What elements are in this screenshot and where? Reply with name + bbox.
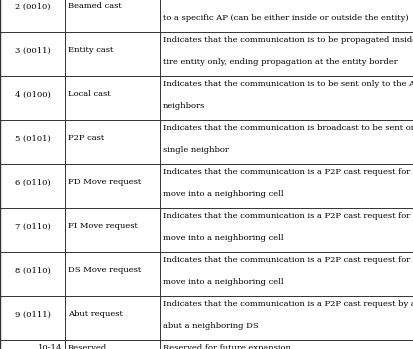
Text: Indicates that the communication is broadcast to be sent only to a: Indicates that the communication is broa… bbox=[163, 124, 413, 132]
Text: 5 (0101): 5 (0101) bbox=[14, 134, 50, 142]
Text: FD Move request: FD Move request bbox=[68, 178, 141, 186]
Text: Reserved: Reserved bbox=[68, 343, 107, 349]
Text: abut a neighboring DS: abut a neighboring DS bbox=[163, 321, 258, 329]
Text: move into a neighboring cell: move into a neighboring cell bbox=[163, 233, 283, 242]
Text: 8 (0110): 8 (0110) bbox=[14, 267, 50, 275]
Text: 4 (0100): 4 (0100) bbox=[14, 90, 50, 98]
Text: single neighbor: single neighbor bbox=[163, 146, 228, 154]
Text: Abut request: Abut request bbox=[68, 311, 123, 319]
Text: Beamed cast: Beamed cast bbox=[68, 2, 121, 10]
Text: move into a neighboring cell: move into a neighboring cell bbox=[163, 190, 283, 198]
Text: Entity cast: Entity cast bbox=[68, 46, 113, 54]
Text: Indicates that the communication is to be sent only to the AP's eight: Indicates that the communication is to b… bbox=[163, 80, 413, 88]
Text: P2P cast: P2P cast bbox=[68, 134, 104, 142]
Text: FI Move request: FI Move request bbox=[68, 223, 138, 230]
Text: Indicates that the communication is a P2P cast request by a FI to: Indicates that the communication is a P2… bbox=[163, 299, 413, 307]
Text: 6 (0110): 6 (0110) bbox=[14, 178, 50, 186]
Text: neighbors: neighbors bbox=[163, 102, 205, 110]
Text: move into a neighboring cell: move into a neighboring cell bbox=[163, 277, 283, 285]
Text: Indicates that the communication is a P2P cast request for a DS to: Indicates that the communication is a P2… bbox=[163, 255, 413, 263]
Text: 7 (0110): 7 (0110) bbox=[14, 223, 50, 230]
Text: 9 (0111): 9 (0111) bbox=[14, 311, 50, 319]
Text: Reserved for future expansion: Reserved for future expansion bbox=[163, 343, 290, 349]
Text: Indicates that the communication is a P2P cast request for a FD to: Indicates that the communication is a P2… bbox=[163, 168, 413, 176]
Text: to a specific AP (can be either inside or outside the entity): to a specific AP (can be either inside o… bbox=[163, 14, 408, 22]
Text: tire entity only, ending propagation at the entity border: tire entity only, ending propagation at … bbox=[163, 58, 397, 66]
Text: 10-14: 10-14 bbox=[38, 343, 62, 349]
Text: DS Move request: DS Move request bbox=[68, 267, 141, 275]
Text: Indicates that the communication is to be propagated inside an en-: Indicates that the communication is to b… bbox=[163, 36, 413, 44]
Text: 2 (0010): 2 (0010) bbox=[15, 2, 50, 10]
Text: Indicates that the communication is a P2P cast request for a FI to: Indicates that the communication is a P2… bbox=[163, 211, 413, 220]
Text: Local cast: Local cast bbox=[68, 90, 110, 98]
Text: 3 (0011): 3 (0011) bbox=[14, 46, 50, 54]
